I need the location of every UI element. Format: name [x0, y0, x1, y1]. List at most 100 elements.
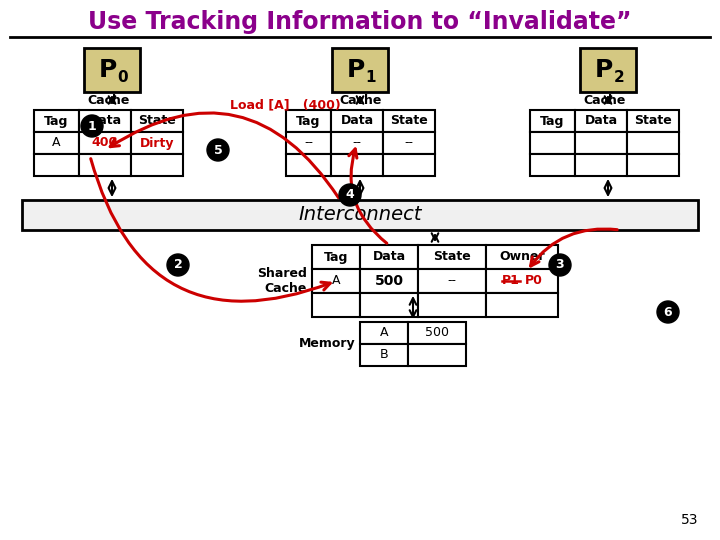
Text: --: -- [448, 274, 456, 287]
Bar [530, 132, 575, 154]
Bar [383, 132, 435, 154]
Text: Cache: Cache [87, 93, 130, 106]
Text: 1: 1 [366, 70, 377, 84]
Bar [360, 245, 418, 269]
Bar [34, 110, 79, 132]
Bar [383, 110, 435, 132]
Bar [530, 110, 575, 132]
Bar [408, 344, 466, 366]
Text: Dirty: Dirty [140, 137, 174, 150]
Text: --: -- [304, 137, 313, 150]
Bar [575, 154, 627, 176]
Text: Data: Data [372, 251, 405, 264]
Bar [286, 110, 331, 132]
Text: Shared
Cache: Shared Cache [257, 267, 307, 295]
Text: Use Tracking Information to “Invalidate”: Use Tracking Information to “Invalidate” [89, 10, 631, 34]
Text: Data: Data [585, 114, 618, 127]
Text: 3: 3 [556, 259, 564, 272]
Bar [331, 154, 383, 176]
Bar [580, 48, 636, 92]
Text: Tag: Tag [540, 114, 564, 127]
Circle shape [207, 139, 229, 161]
Bar [530, 154, 575, 176]
Text: State: State [138, 114, 176, 127]
Bar [131, 110, 183, 132]
Bar [84, 48, 140, 92]
Bar [575, 132, 627, 154]
Text: Tag: Tag [45, 114, 68, 127]
Text: State: State [433, 251, 471, 264]
Bar [34, 154, 79, 176]
Bar [331, 132, 383, 154]
Text: Cache: Cache [583, 93, 626, 106]
Text: B: B [379, 348, 388, 361]
Circle shape [657, 301, 679, 323]
Bar [34, 132, 79, 154]
Text: --: -- [353, 137, 361, 150]
Text: Tag: Tag [324, 251, 348, 264]
Bar [418, 293, 486, 317]
Bar [22, 200, 698, 230]
Bar [486, 293, 558, 317]
Text: 2: 2 [613, 70, 624, 84]
Bar [79, 154, 131, 176]
Bar [131, 154, 183, 176]
Bar [286, 154, 331, 176]
Bar [312, 269, 360, 293]
Text: Owner: Owner [499, 251, 545, 264]
Text: 53: 53 [681, 513, 698, 527]
Bar [332, 48, 388, 92]
Text: 400: 400 [92, 137, 118, 150]
Text: P: P [595, 58, 613, 82]
Bar [575, 110, 627, 132]
Text: Tag: Tag [297, 114, 320, 127]
Text: 500: 500 [374, 274, 403, 288]
Bar [486, 245, 558, 269]
Circle shape [167, 254, 189, 276]
Text: Interconnect: Interconnect [298, 206, 422, 225]
Text: P0: P0 [525, 274, 543, 287]
Text: 4: 4 [346, 188, 354, 201]
Bar [418, 269, 486, 293]
Text: State: State [634, 114, 672, 127]
Bar [627, 154, 679, 176]
Text: Memory: Memory [298, 338, 355, 350]
Text: Data: Data [89, 114, 122, 127]
Bar [286, 132, 331, 154]
Text: A: A [379, 327, 388, 340]
Text: Data: Data [341, 114, 374, 127]
Text: 2: 2 [174, 259, 182, 272]
Text: P: P [347, 58, 365, 82]
Bar [360, 322, 408, 344]
Text: 5: 5 [214, 144, 222, 157]
Bar [627, 132, 679, 154]
Text: State: State [390, 114, 428, 127]
Text: A: A [53, 137, 60, 150]
Text: 1: 1 [88, 119, 96, 132]
Bar [131, 132, 183, 154]
Text: Cache: Cache [339, 93, 382, 106]
Bar [360, 344, 408, 366]
Bar [79, 110, 131, 132]
Text: P: P [99, 58, 117, 82]
Text: A: A [332, 274, 341, 287]
Circle shape [81, 115, 103, 137]
Bar [486, 269, 558, 293]
Text: 6: 6 [664, 306, 672, 319]
Bar [312, 293, 360, 317]
Bar [79, 132, 131, 154]
Bar [418, 245, 486, 269]
Bar [408, 322, 466, 344]
Bar [383, 154, 435, 176]
Text: 500: 500 [425, 327, 449, 340]
Text: 0: 0 [117, 70, 128, 84]
Circle shape [339, 184, 361, 206]
Bar [312, 245, 360, 269]
Bar [360, 269, 418, 293]
Bar [360, 293, 418, 317]
Text: --: -- [405, 137, 413, 150]
Bar [331, 110, 383, 132]
Circle shape [549, 254, 571, 276]
Text: Load [A]   (400): Load [A] (400) [230, 98, 341, 111]
Bar [627, 110, 679, 132]
